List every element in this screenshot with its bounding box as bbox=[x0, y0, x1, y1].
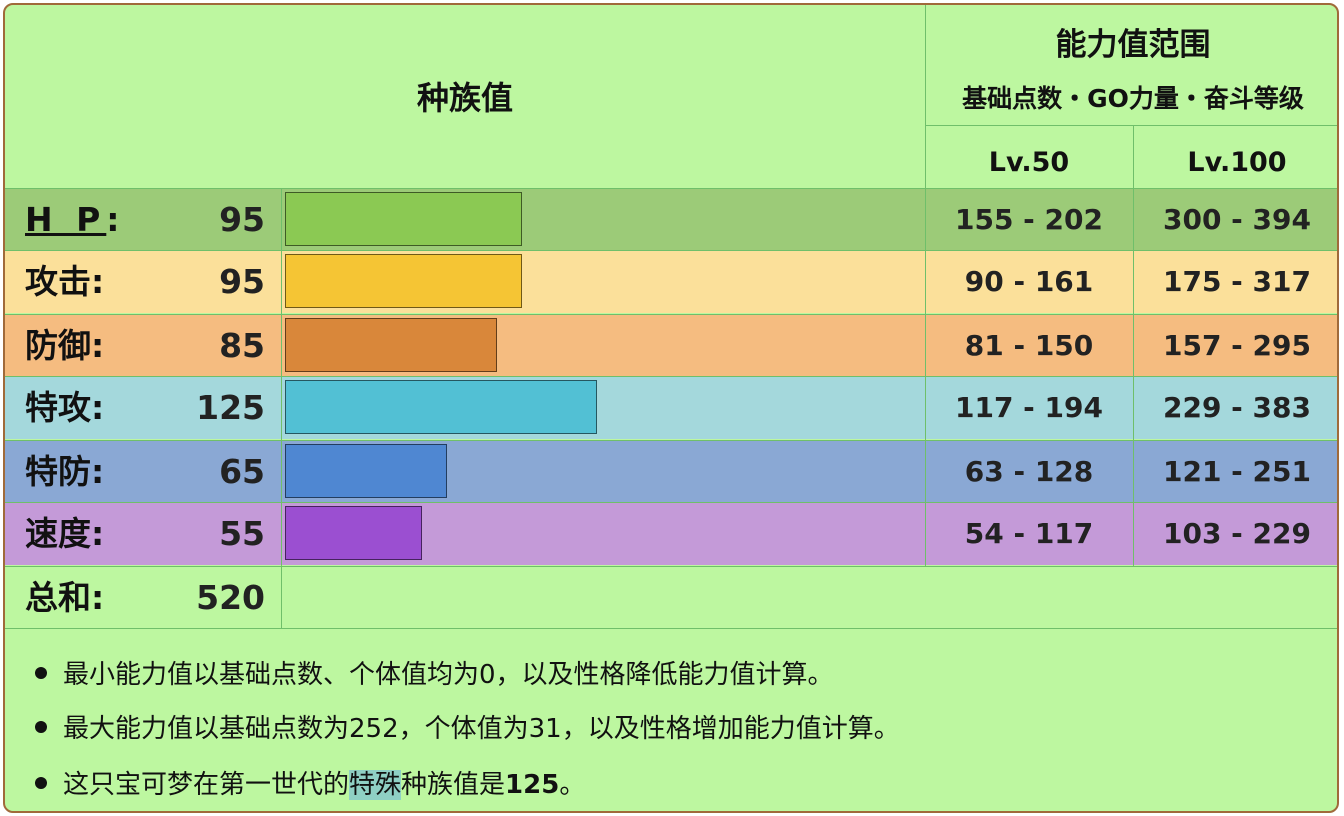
range-lv50: 63 - 128 bbox=[964, 455, 1094, 488]
stat-value: 85 bbox=[219, 326, 265, 365]
stat-row-sp-defense: 特防: 65 63 - 128 121 - 251 bbox=[5, 441, 1337, 503]
note-text: 最小能力值以基础点数、个体值均为0，以及性格降低能力值计算。 bbox=[63, 660, 834, 690]
stat-bar bbox=[285, 380, 597, 434]
stat-value: 55 bbox=[219, 514, 265, 553]
stat-label-wrap: 特防: bbox=[25, 441, 104, 503]
stat-label: 特攻 bbox=[25, 388, 91, 427]
stats-card: 种族值 能力值范围 基础点数・GO力量・奋斗等级 Lv.50 Lv.100 H … bbox=[3, 3, 1339, 813]
stat-label-link[interactable]: H P: bbox=[25, 189, 120, 251]
note-text: 最大能力值以基础点数为252，个体值为31，以及性格增加能力值计算。 bbox=[63, 714, 900, 744]
divider bbox=[5, 250, 1337, 251]
stat-colon: : bbox=[91, 326, 105, 365]
base-stats-title: 种族值 bbox=[416, 79, 513, 117]
stat-bar-cell bbox=[281, 189, 925, 251]
stat-label: 特防 bbox=[25, 452, 91, 491]
lv50-header: Lv.50 bbox=[988, 146, 1070, 178]
range-lv100: 121 - 251 bbox=[1162, 455, 1311, 488]
bullet-icon bbox=[35, 720, 47, 733]
stat-row-speed: 速度: 55 54 - 117 103 - 229 bbox=[5, 503, 1337, 565]
stat-label: 攻击 bbox=[25, 262, 91, 301]
divider bbox=[5, 376, 1337, 377]
stat-label-wrap: 速度: bbox=[25, 503, 104, 565]
special-link[interactable]: 特殊 bbox=[349, 770, 402, 800]
total-value: 520 bbox=[196, 578, 265, 617]
stat-label: 速度 bbox=[25, 514, 91, 553]
range-lv50: 54 - 117 bbox=[964, 517, 1094, 550]
note-item: 最大能力值以基础点数为252，个体值为31，以及性格增加能力值计算。 bbox=[35, 709, 900, 749]
range-lv50: 81 - 150 bbox=[964, 329, 1094, 362]
range-subtitle: 基础点数・GO力量・奋斗等级 bbox=[962, 84, 1304, 113]
stat-colon: : bbox=[91, 514, 105, 553]
stat-label-cell: 特攻: 125 bbox=[5, 377, 281, 439]
stat-value: 95 bbox=[219, 200, 265, 239]
stat-label-cell: H P: 95 bbox=[5, 189, 281, 251]
stat-label-wrap: 特攻: bbox=[25, 377, 104, 439]
stat-bar bbox=[285, 318, 497, 372]
note-item: 最小能力值以基础点数、个体值均为0，以及性格降低能力值计算。 bbox=[35, 655, 834, 695]
lv100-header: Lv.100 bbox=[1187, 146, 1287, 178]
stat-label: 防御 bbox=[25, 326, 91, 365]
total-label: 总和 bbox=[25, 578, 91, 617]
stat-row-hp: H P: 95 155 - 202 300 - 394 bbox=[5, 189, 1337, 251]
stat-label-cell: 防御: 85 bbox=[5, 315, 281, 377]
stat-bar-cell bbox=[281, 503, 925, 565]
stat-colon: : bbox=[91, 262, 105, 301]
stat-bar-cell bbox=[281, 251, 925, 313]
divider bbox=[5, 440, 1337, 441]
stat-bar bbox=[285, 192, 522, 246]
stat-bar-cell bbox=[281, 315, 925, 377]
stat-row-defense: 防御: 85 81 - 150 157 - 295 bbox=[5, 315, 1337, 377]
divider bbox=[5, 628, 1337, 629]
stat-label[interactable]: H P bbox=[25, 200, 107, 239]
divider bbox=[5, 188, 1337, 189]
stat-label-cell: 速度: 55 bbox=[5, 503, 281, 565]
bullet-icon bbox=[35, 776, 47, 789]
total-label-cell: 总和: 520 bbox=[5, 567, 281, 629]
stat-label-wrap: 攻击: bbox=[25, 251, 104, 313]
divider bbox=[5, 566, 1337, 567]
stat-row-attack: 攻击: 95 90 - 161 175 - 317 bbox=[5, 251, 1337, 313]
range-lv50: 90 - 161 bbox=[964, 265, 1094, 298]
divider bbox=[925, 125, 1337, 126]
note-text: 种族值是 bbox=[401, 770, 506, 800]
note-text: 。 bbox=[559, 770, 586, 800]
stat-value: 95 bbox=[219, 262, 265, 301]
bullet-icon bbox=[35, 666, 47, 679]
divider bbox=[5, 314, 1337, 315]
stat-bar-cell bbox=[281, 441, 925, 503]
divider bbox=[5, 502, 1337, 503]
stat-colon: : bbox=[91, 388, 105, 427]
total-colon: : bbox=[91, 578, 105, 617]
divider bbox=[1133, 125, 1134, 567]
total-label-wrap: 总和: bbox=[25, 567, 104, 629]
stat-value: 65 bbox=[219, 452, 265, 491]
range-lv100: 103 - 229 bbox=[1162, 517, 1311, 550]
stat-row-sp-attack: 特攻: 125 117 - 194 229 - 383 bbox=[5, 377, 1337, 439]
range-lv50: 155 - 202 bbox=[954, 203, 1103, 236]
range-lv100: 157 - 295 bbox=[1162, 329, 1311, 362]
divider bbox=[281, 189, 282, 629]
base-stats-header: 种族值 bbox=[5, 5, 925, 187]
range-lv100: 175 - 317 bbox=[1162, 265, 1311, 298]
stat-bar bbox=[285, 506, 422, 560]
range-lv50: 117 - 194 bbox=[954, 391, 1103, 424]
stat-bar bbox=[285, 254, 522, 308]
note-text: 这只宝可梦在第一世代的 bbox=[63, 770, 350, 800]
stat-value: 125 bbox=[196, 388, 265, 427]
stat-label-cell: 攻击: 95 bbox=[5, 251, 281, 313]
stat-colon: : bbox=[106, 200, 120, 239]
stat-bar bbox=[285, 444, 447, 498]
total-row: 总和: 520 bbox=[5, 567, 1337, 629]
stat-label-cell: 特防: 65 bbox=[5, 441, 281, 503]
stat-colon: : bbox=[91, 452, 105, 491]
divider bbox=[925, 5, 926, 567]
special-value: 125 bbox=[505, 770, 560, 800]
range-lv100: 300 - 394 bbox=[1162, 203, 1311, 236]
range-lv100: 229 - 383 bbox=[1162, 391, 1311, 424]
range-title: 能力值范围 bbox=[1055, 27, 1211, 63]
note-item: 这只宝可梦在第一世代的特殊种族值是125。 bbox=[35, 765, 585, 805]
stat-bar-cell bbox=[281, 377, 925, 439]
stat-label-wrap: 防御: bbox=[25, 315, 104, 377]
